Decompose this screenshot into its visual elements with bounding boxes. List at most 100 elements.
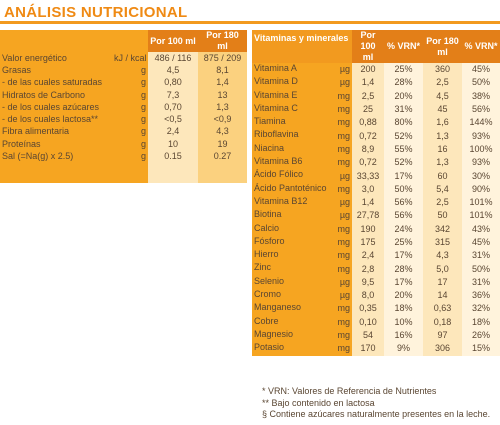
nutrient-name: Vitamina C [252, 102, 330, 117]
unit: µg [330, 195, 353, 210]
value-180ml: 360 [423, 63, 463, 77]
value-180ml: 8,1 [198, 64, 247, 77]
vrn-180ml: 45% [462, 235, 500, 250]
value-100ml: 2,5 [352, 89, 385, 103]
nutrient-name: Vitamina B6 [252, 156, 330, 170]
column-header: Por 100 ml [148, 30, 198, 52]
value-100ml: 8,9 [352, 142, 385, 157]
value-180ml: 2,5 [423, 195, 463, 210]
value-100ml: 0,70 [148, 101, 198, 114]
vrn-100ml: 17% [384, 249, 424, 263]
vrn-180ml: 43% [462, 222, 500, 236]
vrn-180ml: 18% [462, 315, 500, 329]
value-100ml: 0,10 [352, 315, 385, 329]
nutrient-name: Vitamina B12 [252, 195, 330, 210]
value-100ml: 0,88 [352, 116, 385, 130]
unit: g [112, 76, 148, 89]
column-fill [148, 163, 198, 183]
value-100ml: 7,3 [148, 88, 198, 102]
vrn-180ml: 31% [462, 275, 500, 290]
value-180ml: 4,5 [423, 89, 463, 103]
value-180ml: 315 [423, 235, 463, 250]
value-180ml: 0,63 [423, 302, 463, 316]
nutrient-name: Ácido Pantoténico [252, 182, 330, 196]
value-180ml: 97 [423, 328, 463, 343]
nutrient-name: Grasas [0, 64, 112, 77]
unit: g [112, 88, 148, 102]
table-row: Zinc mg 2,8 28% 5,0 50% [252, 262, 500, 276]
vrn-180ml: 50% [462, 262, 500, 276]
table-row: Vitamina B6 mg 0,72 52% 1,3 93% [252, 156, 500, 170]
nutrient-name: Riboflavina [252, 129, 330, 143]
table-row: - de las cuales saturadas g 0,80 1,4 [0, 76, 247, 89]
vrn-180ml: 50% [462, 76, 500, 90]
value-180ml: 50 [423, 209, 463, 223]
vrn-100ml: 24% [384, 222, 424, 236]
table-row: Hierro mg 2,4 17% 4,3 31% [252, 249, 500, 263]
value-100ml: 10 [148, 138, 198, 151]
unit: mg [330, 129, 353, 143]
unit: g [112, 138, 148, 151]
column-header: Por 100 ml [352, 30, 385, 63]
unit: g [112, 64, 148, 77]
nutrient-name: Hierro [252, 249, 330, 263]
vrn-100ml: 28% [384, 76, 424, 90]
value-100ml: 54 [352, 328, 385, 343]
unit: µg [330, 169, 353, 183]
vrn-100ml: 52% [384, 129, 424, 143]
title: ANÁLISIS NUTRICIONAL [0, 4, 500, 24]
vrn-100ml: 9% [384, 342, 424, 356]
footnotes: * VRN: Valores de Referencia de Nutrient… [262, 386, 490, 421]
table-row: Selenio µg 9,5 17% 17 31% [252, 275, 500, 290]
column-fill [198, 163, 247, 183]
nutrient-name: Vitamina D [252, 76, 330, 90]
vrn-100ml: 16% [384, 328, 424, 343]
value-100ml: 27,78 [352, 209, 385, 223]
value-100ml: 1,4 [352, 76, 385, 90]
unit: µg [330, 209, 353, 223]
column-header: Vitaminas y minerales [252, 30, 353, 63]
unit: mg [330, 142, 353, 157]
nutrient-name: Cobre [252, 315, 330, 329]
value-100ml: 3,0 [352, 182, 385, 196]
vrn-100ml: 20% [384, 89, 424, 103]
value-100ml: 2,4 [148, 125, 198, 139]
nutrient-name: Ácido Fólico [252, 169, 330, 183]
nutrient-name: Potasio [252, 342, 330, 356]
value-180ml: 1,4 [198, 76, 247, 89]
table-row: Vitamina B12 µg 1,4 56% 2,5 101% [252, 195, 500, 210]
vrn-100ml: 55% [384, 142, 424, 157]
vrn-100ml: 10% [384, 315, 424, 329]
vrn-180ml: 36% [462, 289, 500, 303]
vrn-180ml: 45% [462, 63, 500, 77]
nutrient-name: Fósforo [252, 235, 330, 250]
vrn-100ml: 28% [384, 262, 424, 276]
value-100ml: 0,35 [352, 302, 385, 316]
nutrient-name: Niacina [252, 142, 330, 157]
value-100ml: 1,4 [352, 195, 385, 210]
value-180ml: 875 / 209 [198, 52, 247, 65]
unit: g [112, 113, 148, 126]
value-180ml: 1,3 [198, 101, 247, 114]
table-row: Niacina mg 8,9 55% 16 100% [252, 142, 500, 157]
table-row: Sal (=Na(g) x 2.5) g 0.15 0.27 [0, 150, 247, 163]
vrn-100ml: 25% [384, 235, 424, 250]
table-row: - de los cuales azúcares g 0,70 1,3 [0, 101, 247, 114]
value-180ml: 45 [423, 102, 463, 117]
unit: g [112, 150, 148, 163]
nutrient-name: Fibra alimentaria [0, 125, 112, 139]
value-100ml: <0,5 [148, 113, 198, 126]
vrn-180ml: 100% [462, 142, 500, 157]
vrn-180ml: 15% [462, 342, 500, 356]
vrn-100ml: 25% [384, 63, 424, 77]
column-header: Por 180 ml [423, 30, 463, 63]
unit: µg [330, 289, 353, 303]
vrn-100ml: 20% [384, 289, 424, 303]
value-180ml: 342 [423, 222, 463, 236]
vrn-180ml: 26% [462, 328, 500, 343]
table-row: Grasas g 4,5 8,1 [0, 64, 247, 77]
vrn-100ml: 56% [384, 209, 424, 223]
unit: mg [330, 116, 353, 130]
